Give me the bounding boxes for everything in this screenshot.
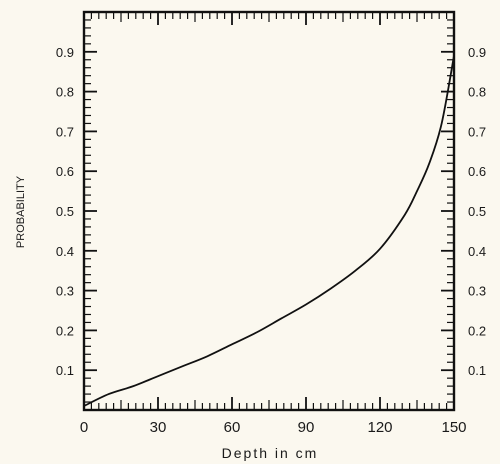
y-tick-label-left: 0.3 [56,284,74,299]
y-tick-label-left: 0.5 [56,204,74,219]
plot-frame [82,10,456,412]
x-tick-label: 90 [298,419,315,436]
y-tick-label-left: 0.7 [56,124,74,139]
y-tick-labels-right: 0.1 0.2 0.3 0.4 0.5 0.6 0.7 0.8 0.9 [468,45,486,378]
minor-ticks [84,12,454,410]
x-tick-labels: 0 30 60 90 120 150 [80,419,467,436]
y-tick-label-left: 0.9 [56,45,74,60]
x-tick-label: 30 [150,419,167,436]
y-tick-label-right: 0.2 [468,323,486,338]
y-tick-label-right: 0.1 [468,363,486,378]
y-axis-label: PROBABILITY [15,175,27,248]
y-tick-label-left: 0.2 [56,323,74,338]
y-tick-labels-left: 0.1 0.2 0.3 0.4 0.5 0.6 0.7 0.8 0.9 [56,45,74,378]
major-ticks [83,11,455,411]
x-tick-label: 150 [441,419,466,436]
y-tick-label-left: 0.1 [56,363,74,378]
y-tick-label-right: 0.9 [468,45,486,60]
y-tick-label-right: 0.5 [468,204,486,219]
series-line-0 [83,55,455,407]
y-tick-label-left: 0.8 [56,85,74,100]
y-tick-label-right: 0.4 [468,244,486,259]
series-layer [83,55,455,407]
x-tick-label: 120 [367,419,392,436]
y-tick-label-left: 0.6 [56,164,74,179]
y-tick-label-right: 0.8 [468,85,486,100]
x-tick-label: 0 [80,419,88,436]
x-tick-label: 60 [224,419,241,436]
x-axis-label: Depth in cm [222,445,319,461]
y-tick-label-right: 0.6 [468,164,486,179]
y-tick-label-right: 0.7 [468,124,486,139]
y-tick-label-left: 0.4 [56,244,74,259]
y-tick-label-right: 0.3 [468,284,486,299]
